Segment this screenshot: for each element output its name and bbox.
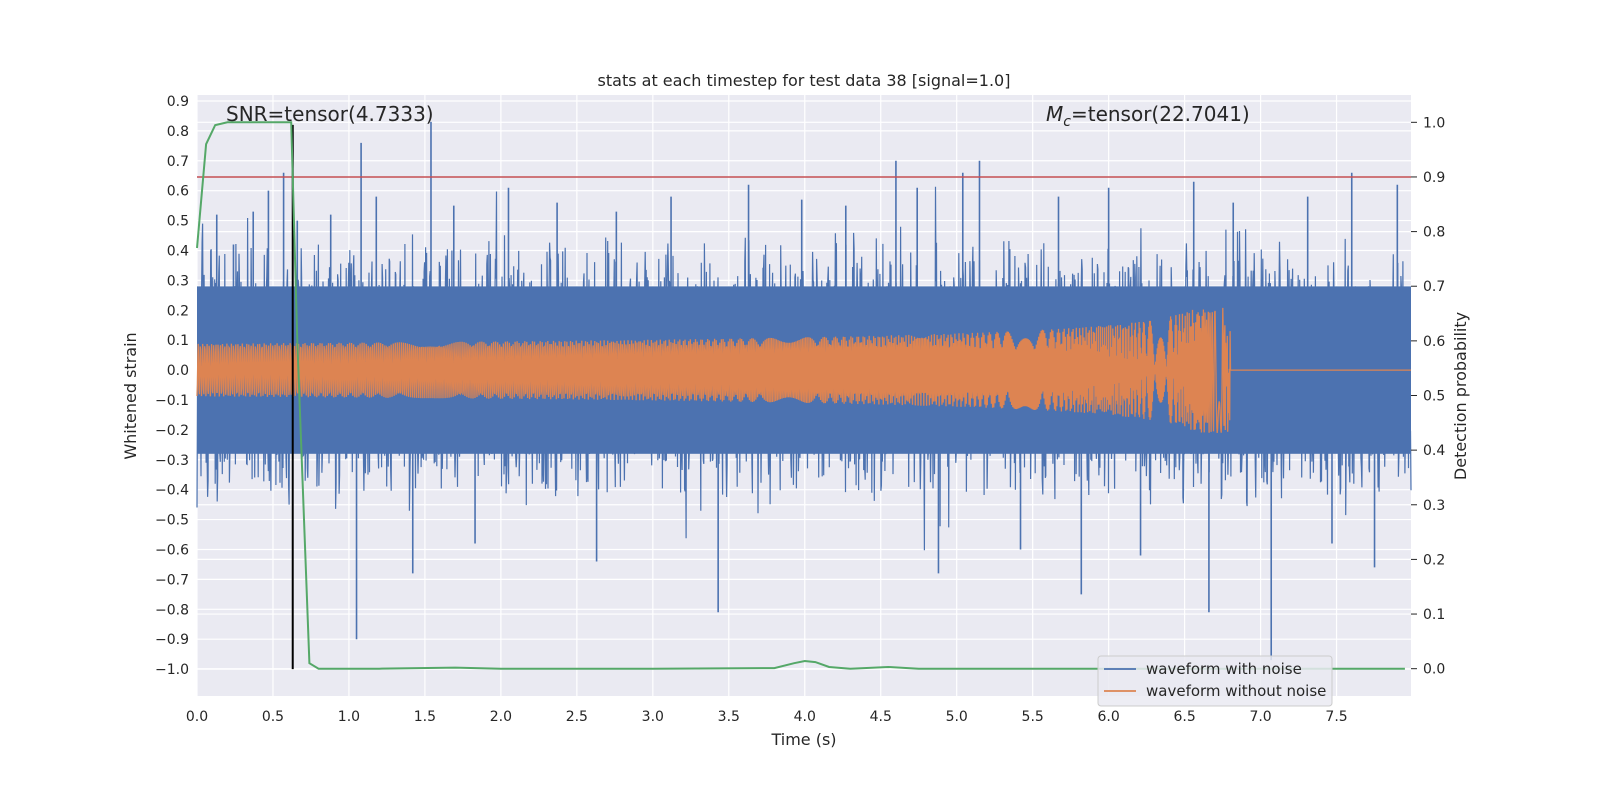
x-axis-label: Time (s) (770, 730, 836, 749)
y-left-tick-label: 0.6 (167, 184, 189, 200)
y-left-tick-label: −0.5 (155, 513, 189, 529)
y-left-tick-label: −1.0 (155, 662, 189, 678)
y-left-tick-label: 0.5 (167, 214, 189, 230)
y-left-tick-label: −0.1 (155, 393, 189, 409)
y-left-tick-label: 0.8 (167, 124, 189, 140)
y-right-tick-label: 0.7 (1423, 279, 1445, 295)
legend-label-noisy: waveform with noise (1146, 660, 1302, 678)
x-tick-label: 5.0 (946, 709, 968, 725)
y-left-tick-label: −0.6 (155, 542, 189, 558)
y-left-tick-label: −0.9 (155, 632, 189, 648)
y-left-tick-label: 0.9 (167, 94, 189, 110)
y-right-tick-label: 0.2 (1423, 552, 1445, 568)
x-tick-label: 0.0 (186, 709, 208, 725)
x-tick-label: 5.5 (1022, 709, 1044, 725)
y-left-tick-label: −0.8 (155, 602, 189, 618)
y-axis-label-left: Whitened strain (121, 332, 140, 459)
x-tick-label: 6.0 (1098, 709, 1120, 725)
chirp-mass-annotation: Mc=tensor(22.7041) (1046, 102, 1250, 130)
x-tick-label: 2.0 (490, 709, 512, 725)
chart-title: stats at each timestep for test data 38 … (598, 71, 1011, 90)
x-tick-label: 3.0 (642, 709, 664, 725)
x-tick-label: 4.5 (870, 709, 892, 725)
legend: waveform with noise waveform without noi… (1097, 655, 1333, 707)
y-left-tick-label: 0.2 (167, 303, 189, 319)
x-tick-label: 7.0 (1249, 709, 1271, 725)
clean-waveform (196, 307, 1411, 433)
y-left-tick-label: 0.0 (167, 363, 189, 379)
y-left-tick-label: 0.4 (167, 243, 189, 259)
x-tick-label: 3.5 (718, 709, 740, 725)
y-right-tick-label: 0.5 (1423, 389, 1445, 405)
ticks: 0.0 0.5 1.0 1.5 2.0 2.5 3.0 3.5 4.0 4.5 5.0 5.5 6.0 6… (155, 94, 1445, 725)
y-left-tick-label: −0.2 (155, 423, 189, 439)
y-right-tick-label: 0.6 (1423, 334, 1445, 350)
chirp-mass-symbol: M (1046, 102, 1063, 126)
y-right-tick-label: 0.9 (1423, 170, 1445, 186)
y-left-tick-label: −0.4 (155, 483, 189, 499)
y-left-tick-label: −0.3 (155, 453, 189, 469)
x-tick-label: 0.5 (262, 709, 284, 725)
chirp-mass-subscript: c (1063, 114, 1071, 130)
detection-probability-line (196, 121, 1405, 670)
y-axis-label-right: Detection probability (1451, 312, 1470, 480)
snr-annotation: SNR=tensor(4.7333) (226, 102, 434, 126)
x-tick-label: 2.5 (566, 709, 588, 725)
x-tick-label: 4.0 (794, 709, 816, 725)
y-left-tick-label: 0.1 (167, 333, 189, 349)
y-right-tick-label: 0.4 (1423, 443, 1445, 459)
overlay (196, 121, 1411, 670)
y-right-tick-label: 0.0 (1423, 662, 1445, 678)
x-tick-label: 6.5 (1173, 709, 1195, 725)
x-tick-label: 1.5 (414, 709, 436, 725)
y-left-tick-label: 0.7 (167, 154, 189, 170)
legend-box (1097, 655, 1333, 707)
chirp-mass-value: =tensor(22.7041) (1071, 102, 1250, 126)
y-left-tick-label: 0.3 (167, 273, 189, 289)
x-tick-label: 1.0 (338, 709, 360, 725)
clean-waveform-trace (196, 307, 1411, 433)
y-right-tick-label: 0.8 (1423, 225, 1445, 241)
legend-label-clean: waveform without noise (1146, 682, 1326, 700)
y-right-tick-label: 0.3 (1423, 498, 1445, 514)
x-tick-label: 7.5 (1325, 709, 1347, 725)
y-right-tick-label: 1.0 (1423, 115, 1445, 131)
y-right-tick-label: 0.1 (1423, 607, 1445, 623)
y-left-tick-label: −0.7 (155, 572, 189, 588)
